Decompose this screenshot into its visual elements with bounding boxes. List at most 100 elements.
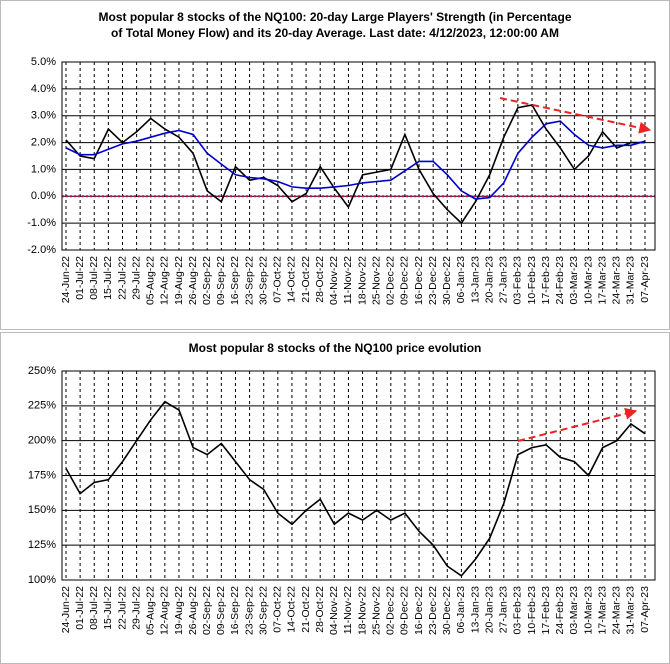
x-tick-label: 01-Jul-22 — [74, 256, 86, 300]
x-tick-label: 02-Sep-22 — [201, 256, 213, 305]
x-tick-label: 29-Jul-22 — [130, 586, 142, 630]
trend-arrow — [499, 97, 652, 134]
x-tick-label: 08-Jul-22 — [88, 256, 100, 300]
x-tick-label: 06-Jan-23 — [455, 586, 467, 633]
line-series — [65, 120, 646, 200]
x-tick-label: 23-Sep-22 — [243, 586, 255, 635]
x-tick-label: 24-Mar-23 — [611, 586, 623, 635]
x-tick-label: 10-Mar-23 — [582, 256, 594, 305]
chart-title: Most popular 8 stocks of the NQ100: 20-d… — [99, 10, 572, 24]
y-tick-label: 200% — [28, 435, 56, 447]
x-tick-label: 01-Jul-22 — [74, 586, 86, 630]
x-tick-label: 22-Jul-22 — [116, 256, 128, 300]
x-tick-label: 24-Jun-22 — [60, 586, 72, 633]
x-tick-label: 31-Mar-23 — [625, 256, 637, 305]
x-tick-label: 23-Sep-22 — [243, 256, 255, 305]
x-tick-label: 04-Nov-22 — [328, 256, 340, 305]
x-tick-label: 07-Oct-22 — [272, 256, 284, 303]
x-tick-label: 24-Mar-23 — [611, 256, 623, 305]
x-tick-label: 12-Aug-22 — [159, 256, 171, 305]
x-tick-label: 03-Feb-23 — [512, 256, 524, 305]
y-tick-label: 175% — [28, 469, 56, 481]
x-tick-label: 15-Jul-22 — [102, 256, 114, 300]
x-tick-label: 03-Mar-23 — [568, 256, 580, 305]
x-tick-label: 18-Nov-22 — [356, 256, 368, 305]
x-tick-label: 13-Jan-23 — [469, 256, 481, 303]
y-tick-label: 2.0% — [31, 136, 56, 148]
trend-arrow — [517, 407, 638, 442]
y-tick-label: -1.0% — [27, 217, 56, 229]
x-tick-label: 24-Feb-23 — [554, 256, 566, 305]
x-tick-label: 14-Oct-22 — [286, 586, 298, 633]
x-tick-label: 06-Jan-23 — [455, 256, 467, 303]
x-tick-label: 25-Nov-22 — [370, 586, 382, 635]
x-tick-label: 20-Jan-23 — [483, 256, 495, 303]
y-tick-label: 250% — [28, 365, 56, 377]
x-tick-label: 10-Feb-23 — [526, 586, 538, 635]
x-tick-label: 27-Jan-23 — [498, 586, 510, 633]
x-tick-label: 14-Oct-22 — [286, 256, 298, 303]
x-tick-label: 24-Jun-22 — [60, 256, 72, 303]
x-tick-label: 09-Dec-22 — [399, 256, 411, 305]
x-tick-label: 26-Aug-22 — [187, 586, 199, 635]
x-tick-label: 16-Sep-22 — [229, 586, 241, 635]
y-tick-label: -2.0% — [27, 244, 56, 256]
x-tick-label: 16-Dec-22 — [413, 586, 425, 635]
x-tick-label: 21-Oct-22 — [300, 586, 312, 633]
plot-border — [61, 370, 656, 581]
x-tick-label: 30-Dec-22 — [441, 586, 453, 635]
x-tick-label: 30-Sep-22 — [257, 256, 269, 305]
x-tick-label: 03-Mar-23 — [568, 586, 580, 635]
y-tick-label: 225% — [28, 400, 56, 412]
line-series — [65, 400, 646, 577]
x-tick-label: 07-Apr-23 — [639, 256, 651, 303]
x-tick-label: 09-Sep-22 — [215, 586, 227, 635]
y-tick-label: 0.0% — [31, 190, 56, 202]
x-tick-label: 02-Dec-22 — [385, 256, 397, 305]
x-tick-label: 18-Nov-22 — [356, 586, 368, 635]
x-tick-label: 30-Dec-22 — [441, 256, 453, 305]
line-series — [65, 104, 645, 225]
x-tick-label: 05-Aug-22 — [145, 256, 157, 305]
x-tick-label: 05-Aug-22 — [145, 586, 157, 635]
x-tick-label: 17-Feb-23 — [540, 256, 552, 305]
x-tick-label: 16-Sep-22 — [229, 256, 241, 305]
y-tick-label: 3.0% — [31, 110, 56, 122]
x-tick-label: 28-Oct-22 — [314, 586, 326, 633]
x-tick-label: 11-Nov-22 — [342, 586, 354, 634]
x-tick-label: 17-Mar-23 — [596, 256, 608, 305]
x-tick-label: 22-Jul-22 — [116, 586, 128, 630]
y-tick-label: 1.0% — [31, 163, 56, 175]
x-tick-label: 10-Feb-23 — [526, 256, 538, 305]
x-tick-label: 19-Aug-22 — [173, 586, 185, 635]
x-tick-label: 25-Nov-22 — [370, 256, 382, 305]
x-tick-label: 02-Sep-22 — [201, 586, 213, 635]
x-tick-label: 31-Mar-23 — [625, 586, 637, 635]
x-tick-label: 24-Feb-23 — [554, 586, 566, 635]
x-tick-label: 04-Nov-22 — [328, 586, 340, 635]
x-tick-label: 07-Oct-22 — [272, 586, 284, 633]
x-tick-label: 16-Dec-22 — [413, 256, 425, 305]
plot-border — [61, 61, 656, 251]
x-tick-label: 09-Dec-22 — [399, 586, 411, 635]
y-tick-label: 125% — [28, 539, 56, 551]
x-tick-label: 09-Sep-22 — [215, 256, 227, 305]
x-tick-label: 21-Oct-22 — [300, 256, 312, 303]
x-tick-label: 13-Jan-23 — [469, 586, 481, 633]
chart-title: Most popular 8 stocks of the NQ100 price… — [189, 341, 482, 355]
x-tick-label: 27-Jan-23 — [498, 256, 510, 303]
x-tick-label: 11-Nov-22 — [342, 256, 354, 304]
x-tick-label: 23-Dec-22 — [427, 586, 439, 635]
y-tick-label: 100% — [28, 574, 56, 586]
x-tick-label: 29-Jul-22 — [130, 256, 142, 300]
x-tick-label: 02-Dec-22 — [385, 586, 397, 635]
x-tick-label: 17-Mar-23 — [596, 586, 608, 635]
plots: Most popular 8 stocks of the NQ100: 20-d… — [27, 10, 656, 635]
x-tick-label: 08-Jul-22 — [88, 586, 100, 630]
x-tick-label: 23-Dec-22 — [427, 256, 439, 305]
x-tick-label: 03-Feb-23 — [512, 586, 524, 635]
x-tick-label: 26-Aug-22 — [187, 256, 199, 305]
x-tick-label: 15-Jul-22 — [102, 586, 114, 630]
y-tick-label: 150% — [28, 504, 56, 516]
